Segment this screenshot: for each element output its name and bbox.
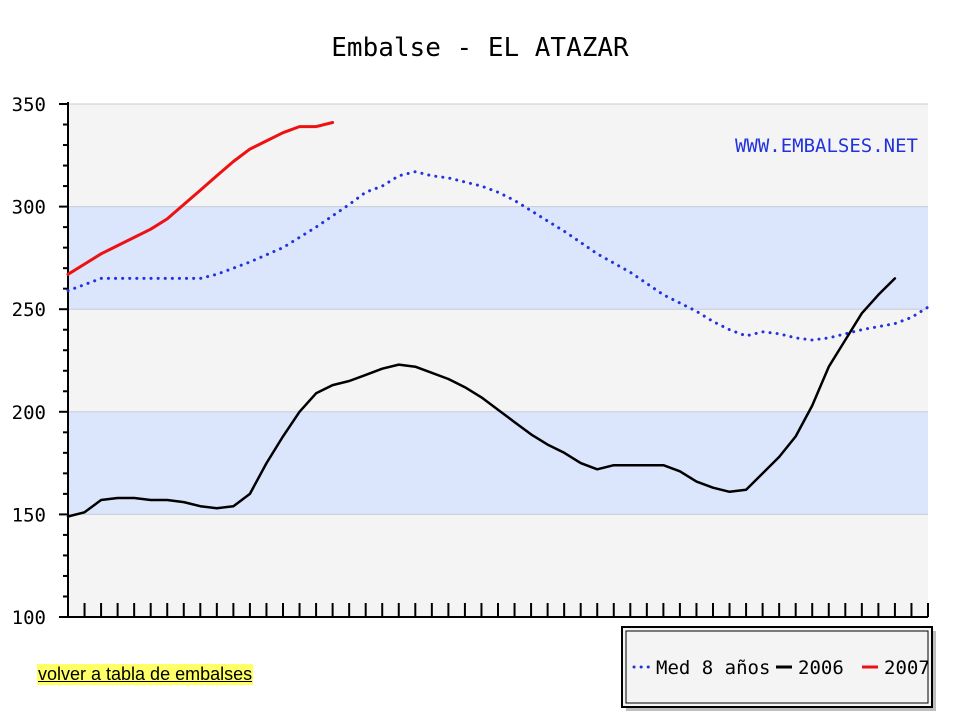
series-line-2 bbox=[66, 121, 335, 276]
y-tick-label-300: 300 bbox=[12, 197, 46, 219]
y-tick-label-250: 250 bbox=[12, 299, 46, 321]
plot-bands bbox=[68, 103, 928, 617]
chart-title: Embalse - EL ATAZAR bbox=[331, 33, 629, 63]
y-tick-label-150: 150 bbox=[12, 504, 46, 526]
series-lines bbox=[66, 121, 930, 518]
y-tick-label-100: 100 bbox=[12, 607, 46, 629]
legend-inner-border bbox=[625, 630, 929, 704]
legend-label-1: 2006 bbox=[798, 657, 844, 679]
plot-band-0 bbox=[68, 411, 928, 515]
y-tick-label-200: 200 bbox=[12, 402, 46, 424]
plot-band-1 bbox=[68, 206, 928, 310]
watermark: WWW.EMBALSES.NET bbox=[735, 135, 918, 157]
legend-label-2: 2007 bbox=[884, 657, 930, 679]
back-to-table-link[interactable]: volver a tabla de embalses bbox=[37, 664, 254, 685]
legend: Med 8 años 2006 2007 bbox=[621, 626, 936, 711]
legend-label-0: Med 8 años bbox=[656, 657, 770, 679]
plot-background bbox=[68, 104, 928, 617]
series-line-1 bbox=[66, 277, 897, 518]
y-tick-label-350: 350 bbox=[12, 94, 46, 116]
axes: 100 150 200 250 300 350 bbox=[12, 94, 929, 629]
